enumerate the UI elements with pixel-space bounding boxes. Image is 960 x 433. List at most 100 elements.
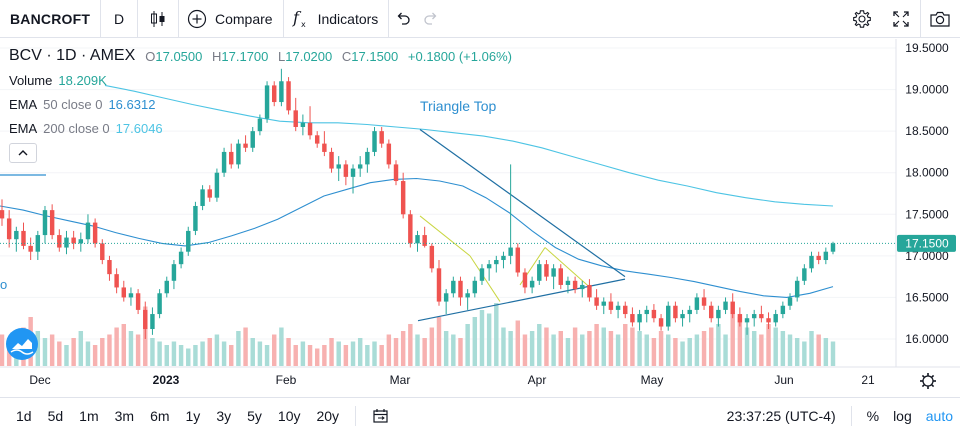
volume-bar <box>422 338 427 366</box>
time-tick-label: Apr <box>528 373 547 387</box>
legend-collapse-button[interactable] <box>9 143 37 163</box>
fullscreen-button[interactable] <box>882 0 920 38</box>
candle-body <box>35 235 41 252</box>
range-button-3y[interactable]: 3y <box>216 407 232 424</box>
volume-bar <box>773 327 778 366</box>
candle-body <box>565 280 571 285</box>
candle-body <box>673 305 678 319</box>
volume-bar <box>393 338 399 366</box>
go-to-date-button[interactable] <box>364 398 398 433</box>
range-button-1m[interactable]: 1m <box>79 407 99 424</box>
undo-button[interactable] <box>389 0 417 38</box>
volume-bar <box>78 331 84 366</box>
symbol-search-button[interactable]: BANCROFT <box>10 10 91 27</box>
price-chart[interactable]: Triangle Top o 19.5000 19.0000 18.5000 18.0… <box>0 39 960 397</box>
volume-bar <box>544 327 549 366</box>
volume-bar <box>322 345 327 366</box>
redo-button[interactable] <box>417 0 445 38</box>
volume-bar <box>809 331 814 366</box>
candle-body <box>651 309 657 319</box>
candle-body <box>623 305 628 315</box>
volume-bar <box>572 327 578 366</box>
indicators-button[interactable]: f x Indicators <box>284 0 389 38</box>
range-button-1y[interactable]: 1y <box>185 407 201 424</box>
candle-body <box>494 260 499 265</box>
volume-bar <box>737 317 743 366</box>
candle-body <box>637 314 642 323</box>
change-value: +0.1800 (+1.06%) <box>407 48 512 64</box>
candle-body <box>537 264 542 281</box>
range-button-3m[interactable]: 3m <box>114 407 135 424</box>
volume-bar <box>680 341 685 366</box>
volume-bar <box>615 334 621 366</box>
candle-body <box>694 297 700 310</box>
ema-lines <box>0 84 834 298</box>
range-button-20y[interactable]: 20y <box>316 407 340 424</box>
candle-body <box>730 301 735 315</box>
candle-body <box>314 135 320 144</box>
candle-body <box>214 172 220 198</box>
auto-scale-toggle[interactable]: auto <box>925 408 953 424</box>
legend-ema50-row[interactable]: EMA 50 close 0 16.6312 <box>9 92 518 116</box>
chart-type-button[interactable] <box>138 0 178 38</box>
volume-bar <box>92 345 98 366</box>
percent-scale-toggle[interactable]: % <box>866 408 880 424</box>
candle-body <box>408 214 413 244</box>
time-tick-label: Feb <box>276 373 297 387</box>
candle-body <box>658 318 664 327</box>
range-button-5d[interactable]: 5d <box>47 407 64 424</box>
candle-body <box>343 164 349 177</box>
function-icon: f x <box>292 9 306 29</box>
volume-bar <box>157 341 162 366</box>
legend-volume-row[interactable]: Volume 18.209K <box>9 68 518 92</box>
candle-body <box>816 255 821 261</box>
volume-bar <box>85 341 91 366</box>
price-tick-label: 16.0000 <box>905 332 949 346</box>
range-button-10y[interactable]: 10y <box>277 407 301 424</box>
range-button-5y[interactable]: 5y <box>247 407 262 424</box>
candle-body <box>737 314 743 323</box>
bottom-divider <box>355 405 357 426</box>
volume-bar <box>501 327 506 366</box>
range-button-6m[interactable]: 6m <box>150 407 170 424</box>
snapshot-button[interactable] <box>921 0 959 38</box>
scale-settings-button[interactable] <box>920 373 936 389</box>
close-label: C <box>341 48 352 64</box>
candle-body <box>279 81 284 103</box>
candle-body <box>379 131 384 144</box>
interval-button[interactable]: D <box>113 10 125 27</box>
volume-bar <box>128 331 134 366</box>
offscreen-label-fragment: o <box>0 277 7 292</box>
volume-bar <box>307 345 313 366</box>
candle-body <box>601 301 606 306</box>
svg-text:f: f <box>292 9 302 27</box>
volume-bar <box>551 334 556 366</box>
volume-bar <box>637 331 642 366</box>
volume-bar <box>465 324 470 366</box>
compare-button[interactable]: Compare <box>179 0 283 38</box>
pattern-label[interactable]: Triangle Top <box>420 98 496 114</box>
candle-body <box>608 301 614 310</box>
volume-bar <box>243 327 248 366</box>
candle-body <box>773 314 778 323</box>
volume-bar <box>479 310 485 366</box>
symbol-title[interactable]: BCV · 1D · AMEX <box>9 47 136 64</box>
clock[interactable]: 23:37:25 (UTC-4) <box>726 408 836 424</box>
settings-button[interactable] <box>843 0 881 38</box>
range-button-1d[interactable]: 1d <box>16 407 32 424</box>
legend-ema200-row[interactable]: EMA 200 close 0 17.6046 <box>9 116 518 140</box>
volume-bar <box>386 334 392 366</box>
bottom-right-controls: 23:37:25 (UTC-4) % log auto <box>720 398 960 433</box>
volume-bar <box>171 341 177 366</box>
candle-body <box>365 151 370 165</box>
candle-body <box>666 305 671 327</box>
brand-logo[interactable] <box>6 328 38 360</box>
volume-bar <box>472 317 478 366</box>
volume-bar <box>329 338 334 366</box>
candle-body <box>386 143 392 165</box>
time-tick-label: Dec <box>29 373 50 387</box>
toolbar-divider <box>137 0 138 38</box>
last-price-badge <box>897 234 956 252</box>
log-scale-toggle[interactable]: log <box>893 408 912 424</box>
candle-body <box>701 297 707 306</box>
